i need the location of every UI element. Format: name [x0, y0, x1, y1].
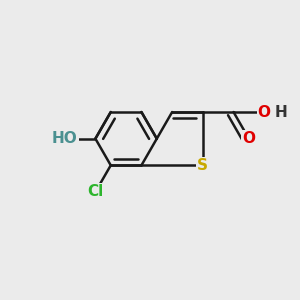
- Text: O: O: [242, 131, 255, 146]
- Text: HO: HO: [52, 131, 78, 146]
- Text: H: H: [274, 104, 287, 119]
- Text: Cl: Cl: [87, 184, 104, 200]
- Text: S: S: [197, 158, 208, 173]
- Text: O: O: [258, 104, 271, 119]
